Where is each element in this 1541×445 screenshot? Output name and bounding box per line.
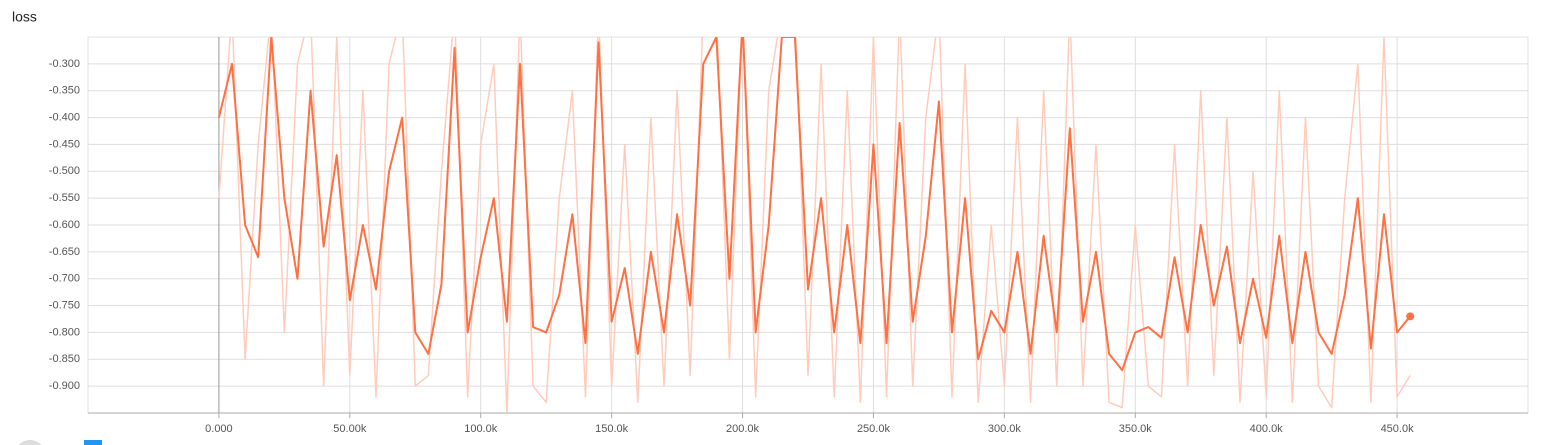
y-tick-label: -0.650 — [49, 246, 80, 258]
y-tick-label: -0.750 — [49, 299, 80, 311]
plot-area — [217, 37, 1411, 413]
line-series — [217, 37, 1411, 372]
x-tick-label: 250.0k — [857, 423, 891, 435]
y-tick-label: -0.800 — [49, 326, 80, 338]
y-tick-label: -0.550 — [49, 192, 80, 204]
x-tick-label: 350.0k — [1119, 423, 1153, 435]
y-tick-label: -0.400 — [49, 111, 80, 123]
y-tick-label: -0.900 — [49, 380, 80, 392]
expand-icon[interactable] — [84, 440, 102, 445]
y-tick-label: -0.700 — [49, 273, 80, 285]
line-series — [218, 37, 1411, 413]
x-tick-label: 100.0k — [464, 423, 498, 435]
y-tick-label: -0.300 — [49, 58, 80, 70]
x-tick-label: 150.0k — [595, 423, 629, 435]
x-tick-label: 450.0k — [1381, 423, 1415, 435]
x-tick-label: 200.0k — [726, 423, 760, 435]
y-tick-label: -0.600 — [49, 219, 80, 231]
y-tick-label: -0.450 — [49, 138, 80, 150]
x-tick-label: 50.00k — [333, 423, 367, 435]
x-tick-label: 400.0k — [1250, 423, 1284, 435]
y-tick-label: -0.850 — [49, 353, 80, 365]
y-tick-label: -0.350 — [49, 85, 80, 97]
x-tick-label: 300.0k — [988, 423, 1022, 435]
y-tick-label: -0.500 — [49, 165, 80, 177]
toggle-button[interactable] — [14, 440, 46, 445]
chart-title: loss — [12, 9, 37, 25]
last-point — [1406, 312, 1415, 321]
x-tick-label: 0.000 — [205, 423, 233, 435]
